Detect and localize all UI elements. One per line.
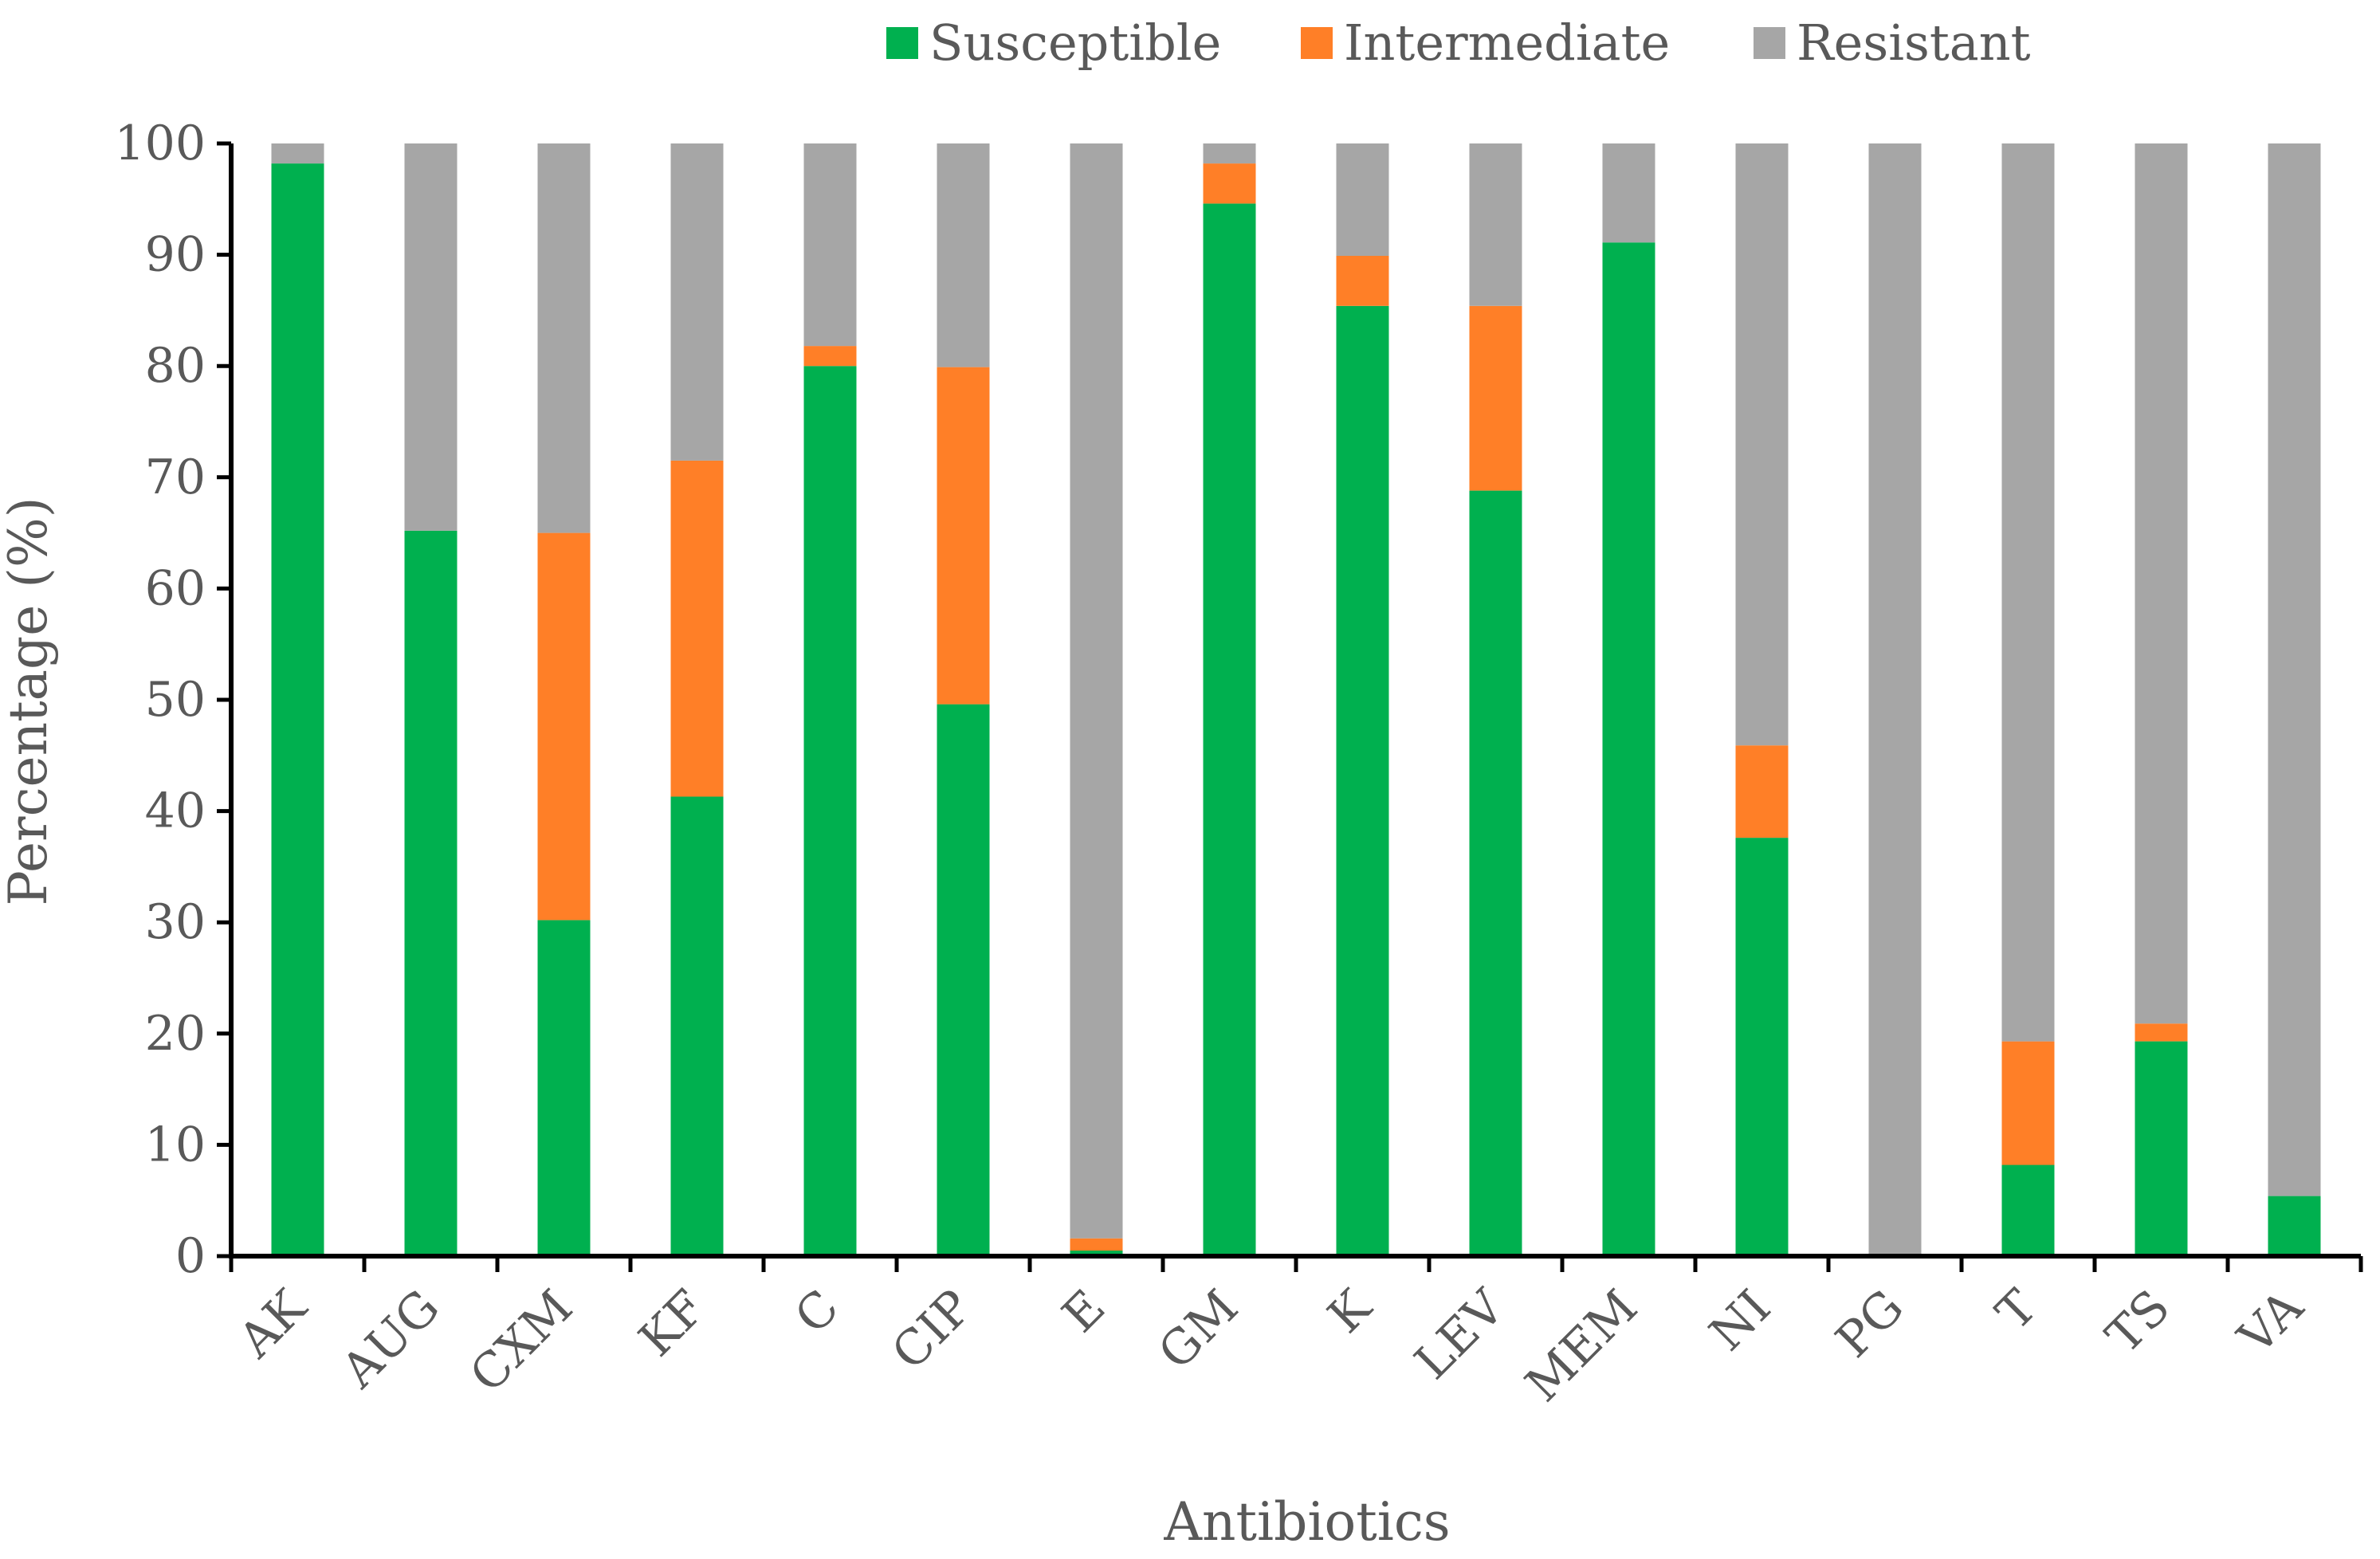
y-tick-label: 100	[114, 116, 206, 171]
y-tick-label: 60	[145, 560, 206, 616]
bar-k-resistant	[1336, 143, 1389, 256]
bar-e-resistant	[1070, 143, 1123, 1239]
bar-cip-intermediate	[937, 367, 990, 705]
x-axis: AK AUG CXM KF C CIP E GM K LEV MEM NI PG T TS VA	[228, 1254, 2363, 1412]
x-tick-label-t: T	[1985, 1279, 2048, 1341]
bar-cip-resistant	[937, 143, 990, 367]
legend: Susceptible Intermediate Resistant	[886, 14, 2031, 72]
bar-gm-resistant	[1203, 143, 1256, 164]
x-tick-label-ak: AK	[228, 1278, 318, 1369]
bar-lev-susceptible	[1469, 490, 1522, 1256]
bar-ni-intermediate	[1735, 745, 1789, 838]
bar-e-intermediate	[1070, 1238, 1123, 1251]
legend-label-resistant: Resistant	[1797, 14, 2031, 72]
bar-gm-intermediate	[1203, 163, 1256, 204]
bar-c-intermediate	[803, 346, 857, 367]
bar-kf-intermediate	[670, 460, 724, 797]
bar-va-resistant	[2268, 143, 2321, 1196]
x-tick-label-cip: CIP	[882, 1279, 983, 1380]
bar-c-resistant	[803, 143, 857, 347]
x-tick-label-aug: AUG	[331, 1279, 450, 1399]
bar-t-resistant	[2001, 143, 2055, 1042]
y-tick-label: 10	[145, 1117, 206, 1172]
y-tick-label: 90	[145, 227, 206, 283]
x-tick-label-lev: LEV	[1404, 1278, 1516, 1390]
legend-swatch-intermediate	[1301, 27, 1333, 59]
bar-ak-susceptible	[271, 163, 324, 1257]
bar-t-intermediate	[2001, 1041, 2055, 1165]
bar-mem-susceptible	[1602, 242, 1655, 1257]
y-tick-label: 80	[145, 338, 206, 394]
bar-va-susceptible	[2268, 1196, 2321, 1256]
bar-mem-resistant	[1602, 143, 1655, 243]
bar-c-susceptible	[803, 366, 857, 1257]
bar-cip-susceptible	[937, 704, 990, 1256]
bar-ts-susceptible	[2135, 1041, 2188, 1256]
bar-ak-resistant	[271, 143, 324, 164]
y-tick-label: 50	[145, 672, 206, 728]
x-tick-label-c: C	[784, 1279, 850, 1345]
legend-swatch-susceptible	[886, 27, 918, 59]
x-tick-label-ts: TS	[2095, 1279, 2181, 1365]
y-axis-title: Percentage (%)	[0, 497, 59, 906]
bar-t-susceptible	[2001, 1164, 2055, 1256]
bar-aug-resistant	[404, 143, 458, 531]
y-tick-label: 30	[145, 894, 206, 950]
bar-cxm-resistant	[537, 143, 591, 533]
bar-ts-resistant	[2135, 143, 2188, 1024]
bar-ni-susceptible	[1735, 838, 1789, 1256]
x-tick-label-gm: GM	[1148, 1279, 1249, 1380]
y-tick-label: 0	[175, 1228, 206, 1284]
x-tick-label-e: E	[1052, 1279, 1116, 1343]
x-tick-label-k: K	[1318, 1278, 1383, 1344]
bar-lev-intermediate	[1469, 305, 1522, 491]
x-tick-label-va: VA	[2227, 1279, 2314, 1366]
x-tick-label-pg: PG	[1825, 1279, 1915, 1369]
bar-e-susceptible	[1070, 1251, 1123, 1256]
x-tick-label-kf: KF	[628, 1279, 717, 1368]
bar-ni-resistant	[1735, 143, 1789, 746]
bar-cxm-intermediate	[537, 532, 591, 921]
x-tick-label-mem: MEM	[1515, 1279, 1648, 1412]
bar-k-susceptible	[1336, 305, 1389, 1256]
bar-lev-resistant	[1469, 143, 1522, 306]
bar-gm-susceptible	[1203, 203, 1256, 1256]
y-axis: 0 10 20 30 40 50 60 70 80 90 100	[114, 116, 234, 1284]
bar-pg-resistant	[1868, 143, 1922, 1256]
bar-k-intermediate	[1336, 256, 1389, 306]
bar-kf-resistant	[670, 143, 724, 461]
legend-label-susceptible: Susceptible	[929, 14, 1221, 72]
legend-label-intermediate: Intermediate	[1344, 14, 1670, 72]
y-tick-label: 40	[145, 783, 206, 839]
legend-swatch-resistant	[1754, 27, 1785, 59]
x-axis-title: Antibiotics	[1163, 1491, 1450, 1553]
bar-aug-susceptible	[404, 530, 458, 1256]
y-tick-label: 70	[145, 450, 206, 505]
bar-kf-susceptible	[670, 796, 724, 1256]
bars-group	[271, 143, 2321, 1257]
bar-ts-intermediate	[2135, 1023, 2188, 1042]
x-tick-label-cxm: CXM	[459, 1279, 583, 1404]
bar-cxm-susceptible	[537, 920, 591, 1256]
x-tick-label-ni: NI	[1699, 1279, 1781, 1361]
y-tick-label: 20	[145, 1006, 206, 1062]
